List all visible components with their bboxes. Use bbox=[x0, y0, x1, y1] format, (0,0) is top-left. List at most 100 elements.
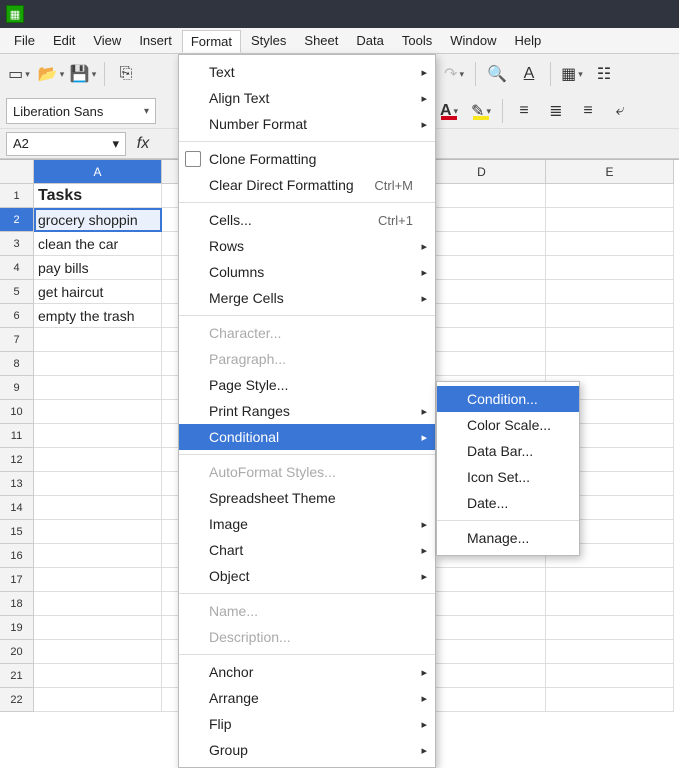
format-item-page-style[interactable]: Page Style... bbox=[179, 372, 435, 398]
col-header-D[interactable]: D bbox=[418, 160, 546, 184]
cell-A1[interactable]: Tasks bbox=[34, 184, 162, 208]
save-doc-button[interactable]: 💾 bbox=[70, 61, 96, 87]
cell-A22[interactable] bbox=[34, 688, 162, 712]
cell-A8[interactable] bbox=[34, 352, 162, 376]
cell-A5[interactable]: get haircut bbox=[34, 280, 162, 304]
row-header-11[interactable]: 11 bbox=[0, 424, 34, 448]
cell-A18[interactable] bbox=[34, 592, 162, 616]
conditional-item-data-bar[interactable]: Data Bar... bbox=[437, 438, 579, 464]
format-item-clone-formatting[interactable]: Clone Formatting bbox=[179, 146, 435, 172]
conditional-item-color-scale[interactable]: Color Scale... bbox=[437, 412, 579, 438]
cell-E21[interactable] bbox=[546, 664, 674, 688]
format-item-text[interactable]: Text bbox=[179, 59, 435, 85]
cell-E8[interactable] bbox=[546, 352, 674, 376]
cell-E4[interactable] bbox=[546, 256, 674, 280]
row-header-9[interactable]: 9 bbox=[0, 376, 34, 400]
spellcheck-button[interactable]: A bbox=[516, 61, 542, 87]
cell-D5[interactable] bbox=[418, 280, 546, 304]
format-item-cells[interactable]: Cells...Ctrl+1 bbox=[179, 207, 435, 233]
format-item-object[interactable]: Object bbox=[179, 563, 435, 589]
menu-edit[interactable]: Edit bbox=[45, 30, 83, 51]
cell-reference-box[interactable]: A2 ▾ bbox=[6, 132, 126, 156]
cell-D17[interactable] bbox=[418, 568, 546, 592]
menu-view[interactable]: View bbox=[85, 30, 129, 51]
align-center-button[interactable]: ≣ bbox=[543, 98, 569, 124]
cell-A2[interactable]: grocery shoppin bbox=[34, 208, 162, 232]
format-item-flip[interactable]: Flip bbox=[179, 711, 435, 737]
cell-A20[interactable] bbox=[34, 640, 162, 664]
cell-D18[interactable] bbox=[418, 592, 546, 616]
cell-E20[interactable] bbox=[546, 640, 674, 664]
cell-E1[interactable] bbox=[546, 184, 674, 208]
format-item-chart[interactable]: Chart bbox=[179, 537, 435, 563]
cell-A21[interactable] bbox=[34, 664, 162, 688]
menu-data[interactable]: Data bbox=[348, 30, 391, 51]
row-header-18[interactable]: 18 bbox=[0, 592, 34, 616]
menu-help[interactable]: Help bbox=[506, 30, 549, 51]
row-header-2[interactable]: 2 bbox=[0, 208, 34, 232]
cell-E19[interactable] bbox=[546, 616, 674, 640]
chart-button[interactable]: ☷ bbox=[591, 61, 617, 87]
cell-D6[interactable] bbox=[418, 304, 546, 328]
row-header-21[interactable]: 21 bbox=[0, 664, 34, 688]
cell-D20[interactable] bbox=[418, 640, 546, 664]
cell-A19[interactable] bbox=[34, 616, 162, 640]
format-item-clear-direct-formatting[interactable]: Clear Direct FormattingCtrl+M bbox=[179, 172, 435, 198]
function-wizard-button[interactable]: fx bbox=[130, 131, 156, 157]
format-item-merge-cells[interactable]: Merge Cells bbox=[179, 285, 435, 311]
cell-E22[interactable] bbox=[546, 688, 674, 712]
row-header-19[interactable]: 19 bbox=[0, 616, 34, 640]
row-header-22[interactable]: 22 bbox=[0, 688, 34, 712]
menu-sheet[interactable]: Sheet bbox=[296, 30, 346, 51]
format-item-number-format[interactable]: Number Format bbox=[179, 111, 435, 137]
format-item-print-ranges[interactable]: Print Ranges bbox=[179, 398, 435, 424]
cell-E2[interactable] bbox=[546, 208, 674, 232]
cell-E6[interactable] bbox=[546, 304, 674, 328]
cell-A11[interactable] bbox=[34, 424, 162, 448]
conditional-item-manage[interactable]: Manage... bbox=[437, 525, 579, 551]
cell-D21[interactable] bbox=[418, 664, 546, 688]
row-header-6[interactable]: 6 bbox=[0, 304, 34, 328]
conditional-item-date[interactable]: Date... bbox=[437, 490, 579, 516]
open-doc-button[interactable]: 📂 bbox=[38, 61, 64, 87]
new-doc-button[interactable]: ▭ bbox=[6, 61, 32, 87]
row-header-1[interactable]: 1 bbox=[0, 184, 34, 208]
find-button[interactable]: 🔍 bbox=[484, 61, 510, 87]
row-header-12[interactable]: 12 bbox=[0, 448, 34, 472]
menu-insert[interactable]: Insert bbox=[131, 30, 180, 51]
cell-A7[interactable] bbox=[34, 328, 162, 352]
cell-D8[interactable] bbox=[418, 352, 546, 376]
format-item-align-text[interactable]: Align Text bbox=[179, 85, 435, 111]
row-header-3[interactable]: 3 bbox=[0, 232, 34, 256]
cell-E17[interactable] bbox=[546, 568, 674, 592]
col-header-A[interactable]: A bbox=[34, 160, 162, 184]
cell-E3[interactable] bbox=[546, 232, 674, 256]
menu-window[interactable]: Window bbox=[442, 30, 504, 51]
cell-A15[interactable] bbox=[34, 520, 162, 544]
row-header-13[interactable]: 13 bbox=[0, 472, 34, 496]
menu-file[interactable]: File bbox=[6, 30, 43, 51]
cell-E18[interactable] bbox=[546, 592, 674, 616]
cell-A4[interactable]: pay bills bbox=[34, 256, 162, 280]
export-pdf-button[interactable]: ⎘ bbox=[113, 61, 139, 87]
cell-A6[interactable]: empty the trash bbox=[34, 304, 162, 328]
col-header-E[interactable]: E bbox=[546, 160, 674, 184]
format-item-conditional[interactable]: Conditional bbox=[179, 424, 435, 450]
cell-D4[interactable] bbox=[418, 256, 546, 280]
align-left-button[interactable]: ≡ bbox=[511, 98, 537, 124]
row-header-17[interactable]: 17 bbox=[0, 568, 34, 592]
conditional-item-condition[interactable]: Condition... bbox=[437, 386, 579, 412]
menu-tools[interactable]: Tools bbox=[394, 30, 440, 51]
cell-A14[interactable] bbox=[34, 496, 162, 520]
align-right-button[interactable]: ≡ bbox=[575, 98, 601, 124]
format-item-columns[interactable]: Columns bbox=[179, 259, 435, 285]
cell-A3[interactable]: clean the car bbox=[34, 232, 162, 256]
font-color-button[interactable]: A bbox=[436, 98, 462, 124]
row-header-5[interactable]: 5 bbox=[0, 280, 34, 304]
cell-A13[interactable] bbox=[34, 472, 162, 496]
cell-A9[interactable] bbox=[34, 376, 162, 400]
cell-D7[interactable] bbox=[418, 328, 546, 352]
format-item-arrange[interactable]: Arrange bbox=[179, 685, 435, 711]
row-header-20[interactable]: 20 bbox=[0, 640, 34, 664]
cell-E7[interactable] bbox=[546, 328, 674, 352]
